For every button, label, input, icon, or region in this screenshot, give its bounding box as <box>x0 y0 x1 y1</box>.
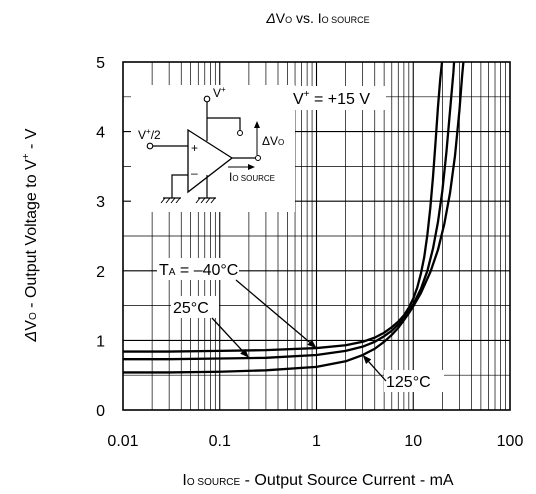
x-tick-label: 100 <box>497 433 524 450</box>
ta-arrow <box>235 279 311 343</box>
isource-arrowhead <box>248 164 255 170</box>
t125-arrowhead <box>362 355 372 365</box>
t25-arrow <box>211 317 244 352</box>
ground-hatch-left <box>160 197 181 204</box>
inset-background <box>131 85 295 212</box>
supply-annotation: V+ = +15 V <box>293 89 370 108</box>
minus-input-sign: – <box>191 166 198 180</box>
ta-label-bg <box>157 258 239 280</box>
ground-hatch-right <box>195 197 216 204</box>
t25-arrowhead <box>240 348 249 358</box>
y-tick-label: 1 <box>96 333 105 350</box>
y-tick-label: 4 <box>96 125 105 142</box>
ta-arrowhead <box>307 339 317 349</box>
x-tick-label: 0.1 <box>209 433 231 450</box>
vplus-label: V+ <box>213 85 226 100</box>
y-tick-labels: 0 1 2 3 4 5 <box>96 55 105 420</box>
y-tick-label: 5 <box>96 55 105 72</box>
t25-label: 25°C <box>173 300 209 317</box>
y-tick-label: 0 <box>96 403 105 420</box>
measure-terminal <box>237 130 243 136</box>
t125-arrow <box>368 361 387 382</box>
x-tick-label: 0.01 <box>107 433 138 450</box>
temperature-labels: TA = –40°C 25°C 125°C <box>157 258 444 392</box>
ground-wire-left <box>171 174 188 198</box>
x-tick-label: 1 <box>312 433 321 450</box>
dvo-arrowhead <box>254 121 260 128</box>
inset-schematic: + – V+ V+/2 ΔVO IO SOURCE <box>131 85 295 212</box>
series-line-3 <box>123 62 465 374</box>
output-terminal <box>255 155 261 161</box>
t25-label-bg <box>171 296 219 318</box>
t125-label: 125°C <box>386 374 431 391</box>
x-axis-label: IO SOURCE - Output Source Current - mA <box>182 472 454 489</box>
series-line-2 <box>123 62 456 361</box>
plot-frame <box>122 61 511 411</box>
vplus-terminal <box>203 95 211 103</box>
op-amp-triangle <box>187 128 234 194</box>
x-tick-label: 10 <box>404 433 422 450</box>
measure-wire <box>207 117 241 130</box>
dvo-label: ΔVO <box>262 134 284 148</box>
ta-label: TA = –40°C <box>159 262 238 279</box>
isource-label: IO SOURCE <box>229 170 275 184</box>
chart-title: ΔVO vs. IO SOURCE <box>265 10 369 26</box>
supply-label-bg <box>290 86 386 110</box>
t125-label-bg <box>384 370 444 392</box>
y-axis-label: ΔVO - Output Voltage to V+ - V <box>21 128 40 342</box>
plus-input-sign: + <box>191 141 198 155</box>
y-tick-label: 2 <box>96 264 105 281</box>
x-tick-labels: 0.01 0.1 1 10 100 <box>107 433 523 450</box>
y-tick-label: 3 <box>96 194 105 211</box>
vhalf-terminal <box>146 142 154 150</box>
vhalf-label: V+/2 <box>138 127 161 142</box>
